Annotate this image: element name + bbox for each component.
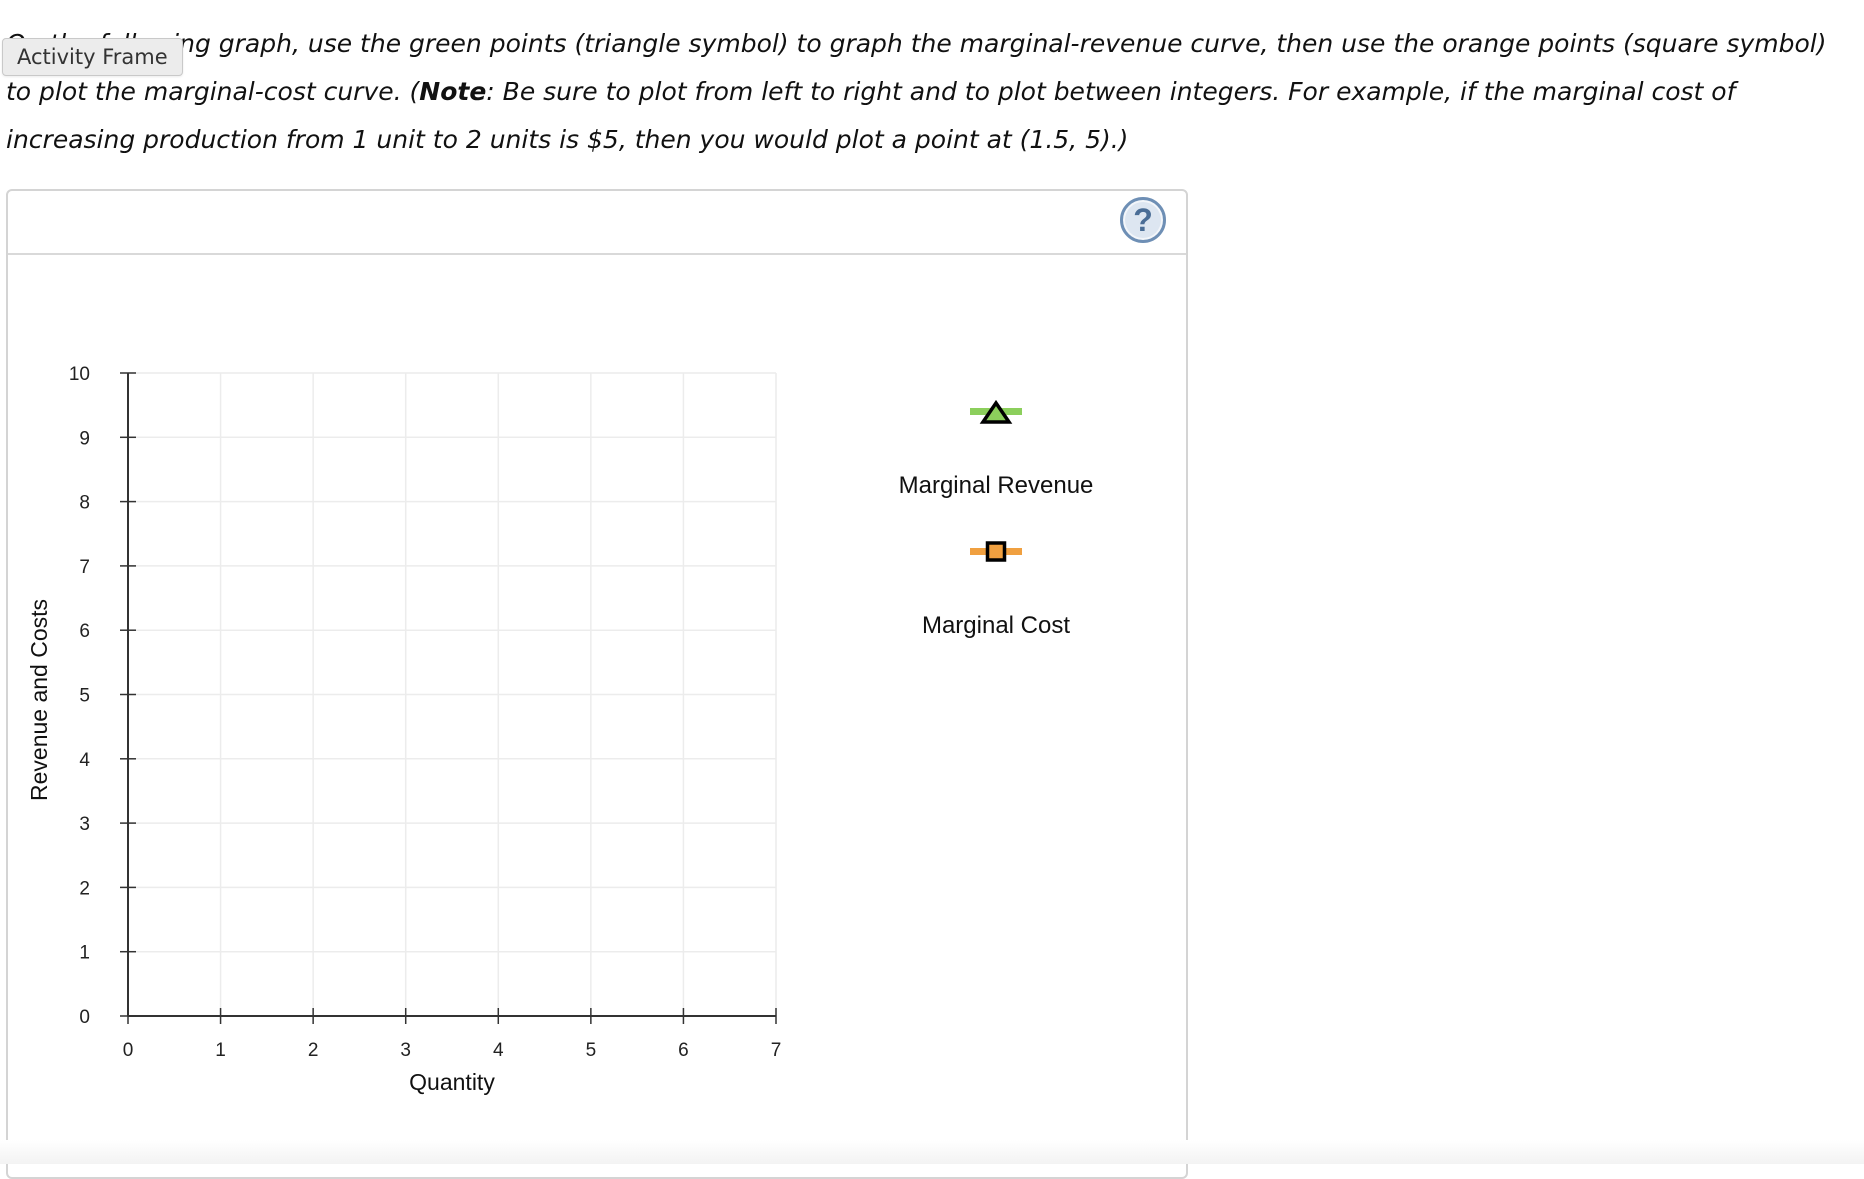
panel-header: ? xyxy=(8,191,1186,255)
x-tick-label: 1 xyxy=(215,1040,226,1061)
y-tick-label: 10 xyxy=(69,364,90,385)
x-tick-label: 6 xyxy=(678,1040,689,1061)
x-axis-title: Quantity xyxy=(409,1069,495,1095)
activity-frame-label: Activity Frame xyxy=(2,38,183,76)
marginal-revenue-legend-label: Marginal Revenue xyxy=(899,472,1094,499)
help-icon[interactable]: ? xyxy=(1120,197,1166,243)
y-tick-label: 4 xyxy=(79,750,90,771)
x-tick-label: 7 xyxy=(771,1040,782,1061)
y-tick-label: 3 xyxy=(79,814,90,835)
x-tick-label: 0 xyxy=(123,1040,134,1061)
instructions-note-label: Note xyxy=(419,77,487,106)
page-bottom-edge xyxy=(0,1140,1864,1164)
instructions-part1: On the following graph, use the green po… xyxy=(6,29,1827,106)
graph-panel: ? xyxy=(6,189,1188,1179)
triangle-marker-icon[interactable] xyxy=(979,399,1013,424)
y-tick-label: 5 xyxy=(79,686,90,707)
square-marker-icon[interactable] xyxy=(985,541,1007,562)
y-tick-label: 6 xyxy=(79,621,90,642)
y-tick-label: 2 xyxy=(79,878,90,899)
instructions-text: On the following graph, use the green po… xyxy=(6,20,1846,164)
y-axis-title: Revenue and Costs xyxy=(26,599,52,801)
y-tick-label: 9 xyxy=(79,428,90,449)
graph-canvas[interactable]: 0 1 2 3 4 5 6 7 8 9 10 0 1 2 3 4 5 6 7 Quantity Revenue and … xyxy=(0,0,1864,1140)
y-tick-label: 7 xyxy=(79,557,90,578)
y-tick-label: 1 xyxy=(79,943,90,964)
x-tick-label: 5 xyxy=(586,1040,597,1061)
y-tick-label: 8 xyxy=(79,493,90,514)
x-tick-label: 2 xyxy=(308,1040,319,1061)
instructions-part2: : Be sure to plot from left to right and… xyxy=(6,77,1736,154)
x-tick-label: 4 xyxy=(493,1040,504,1061)
x-tick-label: 3 xyxy=(400,1040,411,1061)
y-tick-label: 0 xyxy=(79,1007,90,1028)
marginal-cost-legend-label: Marginal Cost xyxy=(922,612,1070,639)
